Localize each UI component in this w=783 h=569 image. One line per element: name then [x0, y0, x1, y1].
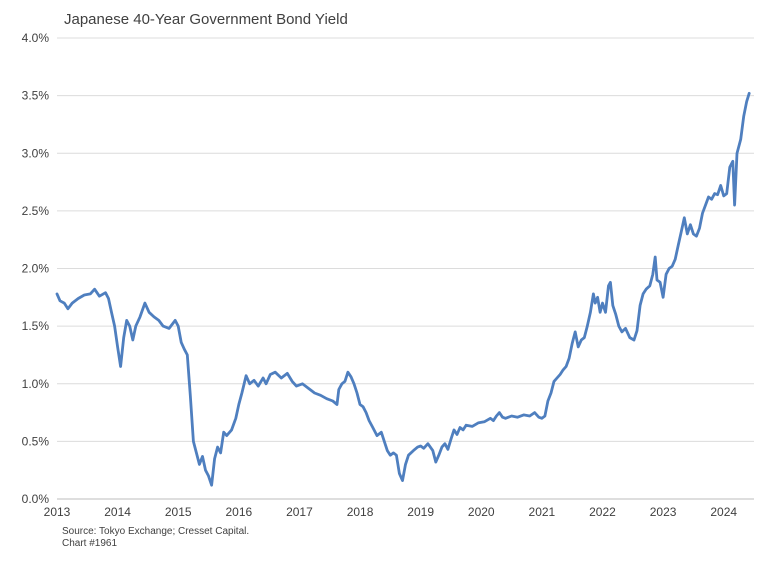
series-line: [55, 91, 751, 487]
y-tick-label: 1.0%: [22, 377, 50, 391]
y-tick-label: 2.5%: [22, 204, 50, 218]
chart-footer: Source: Tokyo Exchange; Cresset Capital.…: [62, 526, 249, 550]
x-tick-label: 2020: [468, 505, 495, 519]
x-tick-label: 2019: [407, 505, 434, 519]
x-axis-labels: 2013 2014 2015 2016 2017 2018 2019 2020 2021 2022…: [44, 505, 738, 519]
y-tick-label: 0.0%: [22, 492, 50, 506]
y-tick-label: 1.5%: [22, 319, 50, 333]
chart-title: Japanese 40-Year Government Bond Yield: [64, 11, 348, 28]
y-tick-label: 4.0%: [22, 31, 50, 45]
y-tick-label: 2.0%: [22, 262, 50, 276]
x-tick-label: 2018: [347, 505, 374, 519]
x-tick-label: 2016: [225, 505, 252, 519]
gridlines: [57, 37, 754, 500]
line-chart: 0.0% 0.5% 1.0% 1.5% 2.0% 2.5% 3.0% 3.5% 4.0% 201…: [22, 31, 754, 519]
y-tick-label: 3.0%: [22, 146, 50, 160]
x-tick-label: 2021: [529, 505, 556, 519]
x-tick-label: 2015: [165, 505, 192, 519]
y-tick-label: 0.5%: [22, 434, 50, 448]
x-tick-label: 2022: [589, 505, 616, 519]
x-tick-label: 2023: [650, 505, 677, 519]
chart-number: Chart #1961: [62, 538, 118, 549]
y-axis-labels: 0.0% 0.5% 1.0% 1.5% 2.0% 2.5% 3.0% 3.5% 4.0%: [22, 31, 50, 506]
y-tick-label: 3.5%: [22, 89, 50, 103]
x-tick-label: 2013: [44, 505, 71, 519]
x-tick-label: 2014: [104, 505, 131, 519]
x-tick-label: 2024: [710, 505, 737, 519]
x-tick-label: 2017: [286, 505, 313, 519]
source-note: Source: Tokyo Exchange; Cresset Capital.: [62, 526, 250, 537]
